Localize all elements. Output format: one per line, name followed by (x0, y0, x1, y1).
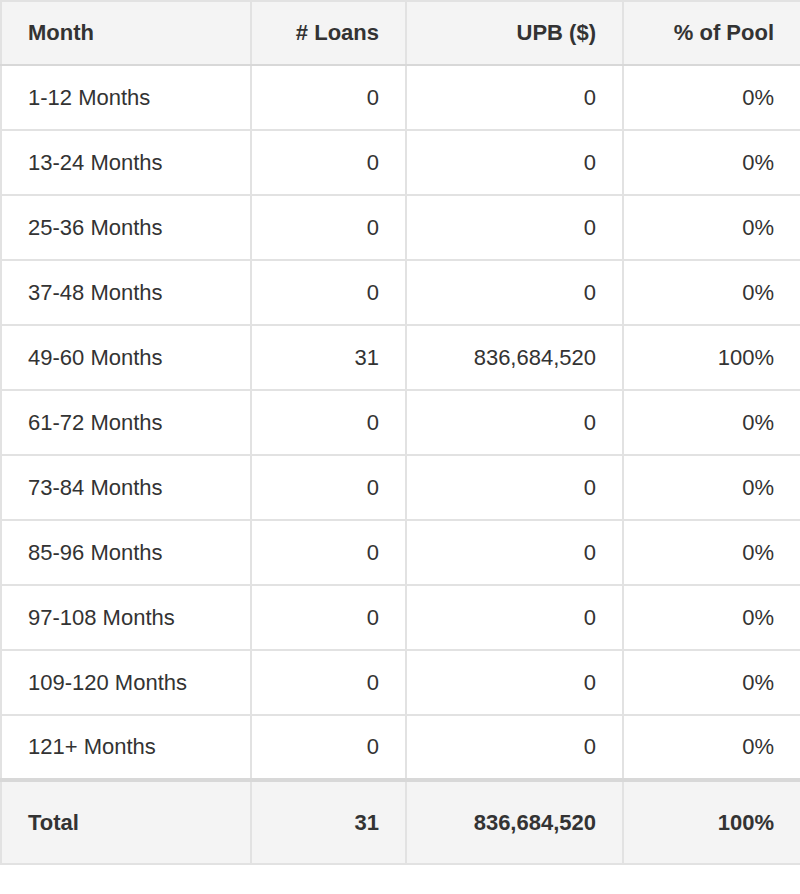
cell-month: 13-24 Months (1, 130, 251, 195)
cell-num-loans: 0 (251, 260, 406, 325)
cell-upb: 0 (406, 195, 623, 260)
cell-month: 49-60 Months (1, 325, 251, 390)
cell-num-loans: 0 (251, 585, 406, 650)
table-row: 25-36 Months000% (1, 195, 800, 260)
cell-upb: 0 (406, 390, 623, 455)
cell-pct-of-pool: 0% (623, 390, 800, 455)
cell-num-loans: 0 (251, 520, 406, 585)
cell-month: 61-72 Months (1, 390, 251, 455)
cell-pct-of-pool: 0% (623, 65, 800, 130)
total-upb-cell: 836,684,520 (406, 780, 623, 864)
cell-month: 97-108 Months (1, 585, 251, 650)
total-row: Total 31 836,684,520 100% (1, 780, 800, 864)
table-row: 37-48 Months000% (1, 260, 800, 325)
total-label-cell: Total (1, 780, 251, 864)
cell-upb: 0 (406, 715, 623, 780)
cell-num-loans: 0 (251, 390, 406, 455)
table-row: 97-108 Months000% (1, 585, 800, 650)
table-row: 61-72 Months000% (1, 390, 800, 455)
cell-month: 1-12 Months (1, 65, 251, 130)
cell-pct-of-pool: 0% (623, 650, 800, 715)
table-row: 13-24 Months000% (1, 130, 800, 195)
cell-upb: 0 (406, 455, 623, 520)
cell-pct-of-pool: 0% (623, 715, 800, 780)
cell-upb: 836,684,520 (406, 325, 623, 390)
cell-num-loans: 0 (251, 455, 406, 520)
cell-upb: 0 (406, 585, 623, 650)
cell-num-loans: 0 (251, 650, 406, 715)
table-row: 109-120 Months000% (1, 650, 800, 715)
loan-seasoning-table: Month # Loans UPB ($) % of Pool 1-12 Mon… (0, 0, 800, 865)
table-row: 1-12 Months000% (1, 65, 800, 130)
cell-month: 85-96 Months (1, 520, 251, 585)
cell-pct-of-pool: 0% (623, 260, 800, 325)
column-header-upb: UPB ($) (406, 1, 623, 65)
cell-pct-of-pool: 0% (623, 195, 800, 260)
cell-num-loans: 0 (251, 195, 406, 260)
cell-pct-of-pool: 0% (623, 585, 800, 650)
cell-num-loans: 31 (251, 325, 406, 390)
column-header-pct-of-pool: % of Pool (623, 1, 800, 65)
cell-num-loans: 0 (251, 65, 406, 130)
table-row: 49-60 Months31836,684,520100% (1, 325, 800, 390)
cell-pct-of-pool: 100% (623, 325, 800, 390)
total-num-loans-cell: 31 (251, 780, 406, 864)
cell-num-loans: 0 (251, 130, 406, 195)
cell-month: 121+ Months (1, 715, 251, 780)
column-header-num-loans: # Loans (251, 1, 406, 65)
cell-upb: 0 (406, 650, 623, 715)
table-row: 85-96 Months000% (1, 520, 800, 585)
cell-month: 37-48 Months (1, 260, 251, 325)
cell-pct-of-pool: 0% (623, 455, 800, 520)
loan-seasoning-table-container: Month # Loans UPB ($) % of Pool 1-12 Mon… (0, 0, 800, 894)
cell-upb: 0 (406, 520, 623, 585)
cell-upb: 0 (406, 260, 623, 325)
cell-month: 73-84 Months (1, 455, 251, 520)
column-header-month: Month (1, 1, 251, 65)
header-row: Month # Loans UPB ($) % of Pool (1, 1, 800, 65)
table-row: 73-84 Months000% (1, 455, 800, 520)
cell-pct-of-pool: 0% (623, 130, 800, 195)
cell-upb: 0 (406, 65, 623, 130)
total-pct-of-pool-cell: 100% (623, 780, 800, 864)
cell-num-loans: 0 (251, 715, 406, 780)
table-row: 121+ Months000% (1, 715, 800, 780)
cell-month: 25-36 Months (1, 195, 251, 260)
cell-month: 109-120 Months (1, 650, 251, 715)
cell-upb: 0 (406, 130, 623, 195)
cell-pct-of-pool: 0% (623, 520, 800, 585)
table-body: 1-12 Months000%13-24 Months000%25-36 Mon… (1, 65, 800, 780)
